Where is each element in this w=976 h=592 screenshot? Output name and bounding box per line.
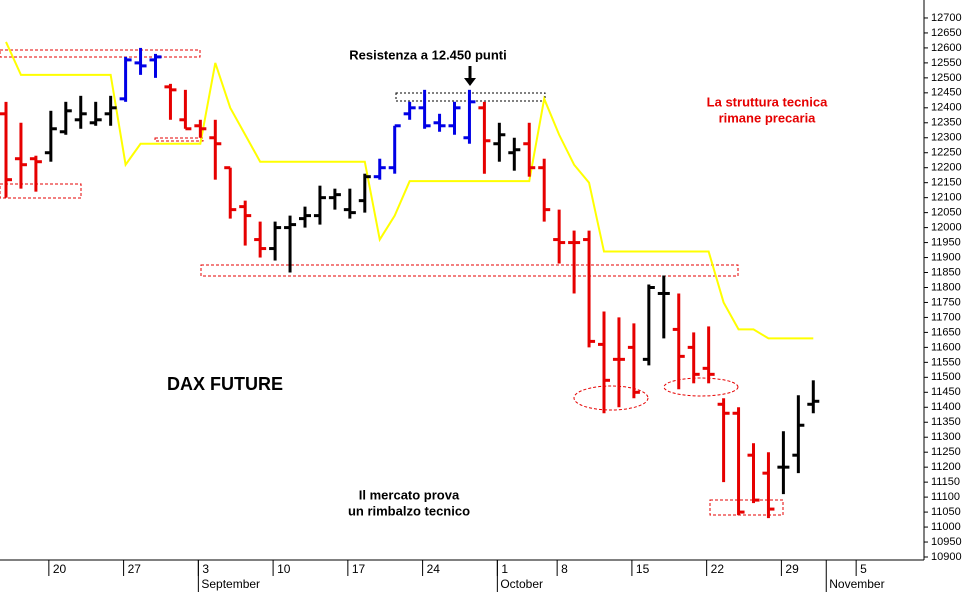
x-tick-label: 3: [202, 562, 209, 576]
y-tick-label: 12300: [931, 132, 962, 144]
x-tick-label: 22: [711, 562, 725, 576]
y-tick-label: 12650: [931, 27, 962, 39]
x-tick-label: 5: [860, 562, 867, 576]
x-tick-label: 27: [128, 562, 142, 576]
y-tick-label: 12550: [931, 57, 962, 69]
x-tick-label: 20: [53, 562, 67, 576]
y-tick-label: 11100: [931, 491, 960, 503]
y-tick-label: 12000: [931, 221, 962, 233]
y-tick-label: 12200: [931, 162, 962, 174]
y-tick-label: 12100: [931, 192, 962, 204]
annotation: rimane precaria: [719, 110, 817, 125]
y-tick-label: 12150: [931, 177, 962, 189]
x-tick-label: 8: [561, 562, 568, 576]
y-tick-label: 11450: [931, 386, 961, 398]
y-tick-label: 11500: [931, 371, 961, 383]
annotation: La struttura tecnica: [707, 94, 828, 109]
y-tick-label: 11900: [931, 251, 961, 263]
y-tick-label: 11250: [931, 446, 961, 458]
y-tick-label: 12050: [931, 207, 962, 219]
y-tick-label: 11750: [931, 296, 961, 308]
y-tick-label: 12350: [931, 117, 962, 129]
y-tick-label: 11050: [931, 506, 961, 518]
y-tick-label: 12450: [931, 87, 962, 99]
y-tick-label: 11800: [931, 281, 961, 293]
y-tick-label: 11550: [931, 356, 961, 368]
month-label: October: [500, 577, 543, 591]
x-tick-label: 10: [277, 562, 291, 576]
y-tick-label: 12400: [931, 102, 962, 114]
x-tick-label: 24: [427, 562, 441, 576]
y-tick-label: 12250: [931, 147, 962, 159]
zone: [0, 183, 82, 199]
y-tick-label: 11650: [931, 326, 961, 338]
zone: [154, 137, 204, 142]
y-tick-label: 10950: [931, 536, 962, 548]
annotation: un rimbalzo tecnico: [348, 503, 470, 518]
y-tick-label: 11000: [931, 521, 961, 533]
arrow-head: [464, 78, 476, 86]
chart-title: DAX FUTURE: [167, 374, 283, 394]
zone: [200, 264, 739, 277]
stop-line: [5, 41, 814, 340]
y-tick-label: 12600: [931, 42, 962, 54]
annotation: Resistenza a 12.450 punti: [349, 47, 507, 62]
zone: [663, 377, 739, 397]
y-tick-label: 11400: [931, 401, 961, 413]
month-label: September: [201, 577, 260, 591]
zones: [0, 49, 784, 516]
zone: [573, 385, 649, 411]
plot: [0, 41, 820, 519]
zone: [0, 49, 201, 58]
x-tick-label: 17: [352, 562, 366, 576]
y-tick-label: 11700: [931, 311, 961, 323]
y-tick-label: 12700: [931, 12, 962, 24]
x-tick-label: 15: [636, 562, 650, 576]
y-tick-label: 11950: [931, 236, 961, 248]
zone: [709, 499, 784, 516]
x-tick-label: 1: [501, 562, 508, 576]
y-tick-label: 11200: [931, 461, 961, 473]
y-tick-label: 11150: [931, 476, 960, 488]
month-label: November: [829, 577, 884, 591]
y-tick-label: 11300: [931, 431, 961, 443]
y-tick-label: 10900: [931, 551, 962, 563]
x-tick-label: 29: [785, 562, 799, 576]
annotation: Il mercato prova: [359, 487, 460, 502]
resistance-zone: [395, 92, 546, 102]
y-tick-label: 11350: [931, 416, 961, 428]
y-tick-label: 11600: [931, 341, 961, 353]
y-tick-label: 12500: [931, 72, 962, 84]
y-tick-label: 11850: [931, 266, 961, 278]
